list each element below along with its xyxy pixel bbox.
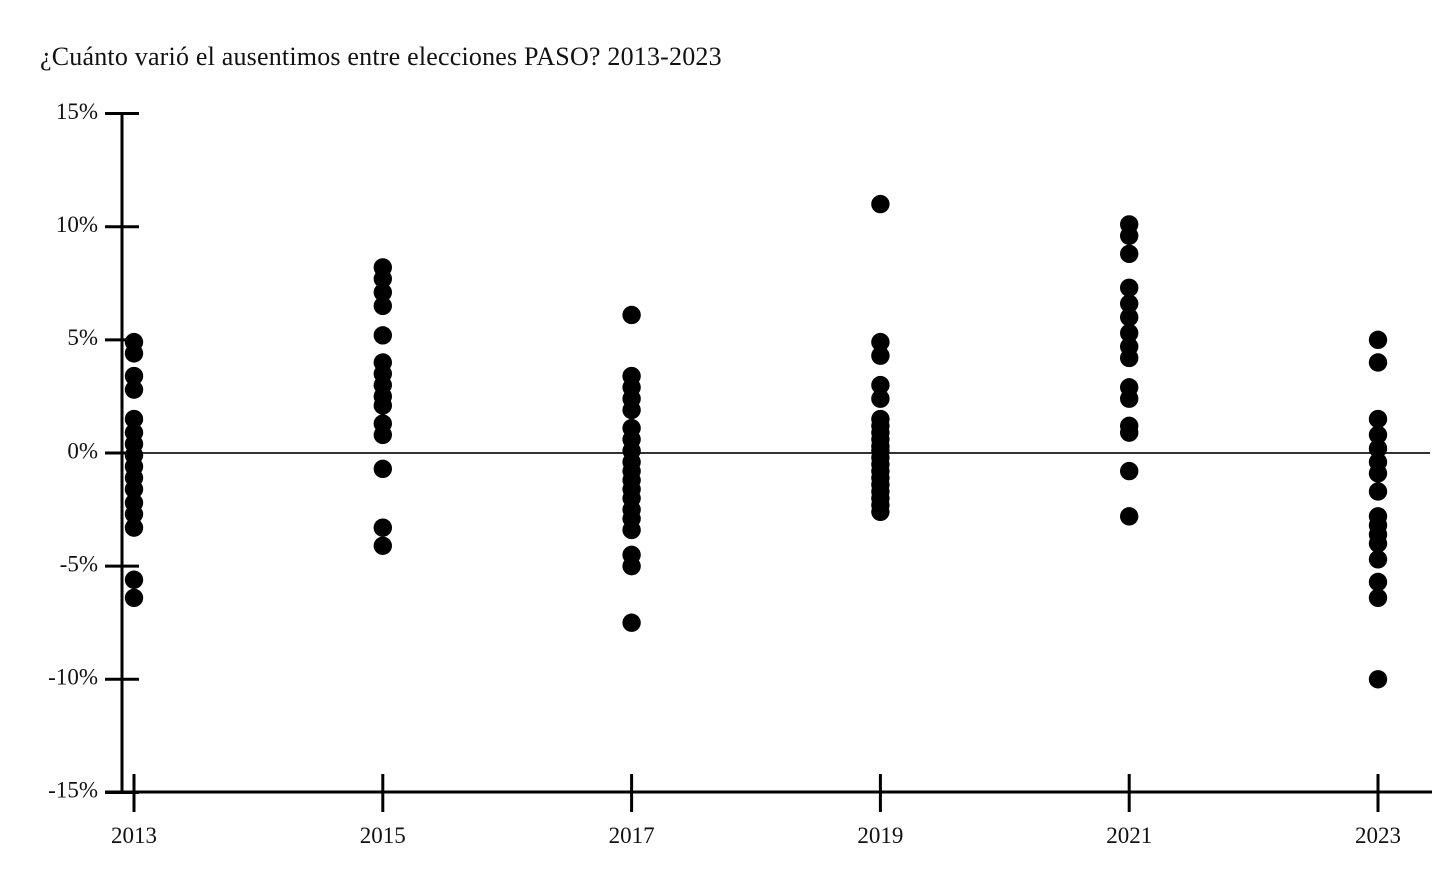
- y-axis-tick-label: 5%: [67, 325, 98, 350]
- data-point: [373, 283, 392, 302]
- data-point: [1120, 507, 1139, 526]
- data-point: [871, 346, 890, 365]
- data-point: [373, 396, 392, 415]
- y-axis-tick-label: 15%: [56, 99, 98, 124]
- data-point: [124, 344, 144, 363]
- data-point: [1368, 588, 1388, 608]
- x-axis-tick-label: 2023: [1355, 823, 1401, 848]
- data-point: [622, 520, 641, 540]
- data-point: [1120, 294, 1139, 313]
- data-point: [373, 296, 392, 316]
- data-point: [871, 194, 890, 214]
- y-axis-tick-label: -15%: [48, 778, 98, 803]
- data-point: [622, 400, 641, 420]
- x-axis-tick-label: 2021: [1106, 823, 1152, 848]
- data-point: [622, 613, 641, 632]
- x-axis-tick-label: 2019: [857, 823, 903, 848]
- data-point: [1120, 423, 1139, 442]
- y-axis-tick-label: 10%: [56, 212, 98, 237]
- y-axis-tick-label: -5%: [60, 551, 98, 576]
- data-point: [124, 570, 144, 589]
- data-point: [373, 425, 392, 445]
- data-point: [1120, 461, 1139, 481]
- data-point: [871, 502, 890, 522]
- data-point: [1368, 550, 1388, 569]
- chart-title: ¿Cuánto varió el ausentimos entre elecci…: [40, 42, 722, 71]
- data-point: [373, 518, 392, 537]
- data-point: [124, 480, 144, 499]
- data-point: [871, 389, 890, 408]
- data-point: [373, 326, 392, 345]
- x-axis-tick-label: 2017: [609, 823, 655, 848]
- data-point: [1120, 348, 1139, 368]
- data-point: [622, 305, 641, 325]
- x-axis-tick-label: 2013: [111, 823, 157, 848]
- data-point: [373, 536, 392, 555]
- data-point: [124, 518, 144, 537]
- data-point: [1120, 308, 1139, 327]
- data-point: [1368, 330, 1388, 350]
- x-axis-tick-label: 2015: [360, 823, 406, 848]
- y-axis-tick-label: 0%: [67, 438, 98, 463]
- data-point: [124, 588, 144, 608]
- data-point: [1120, 244, 1139, 264]
- data-point: [124, 409, 144, 429]
- data-point: [1120, 323, 1139, 343]
- data-point: [871, 375, 890, 395]
- data-point: [1120, 226, 1139, 245]
- data-point: [1368, 572, 1388, 592]
- y-axis-tick-label: -10%: [48, 665, 98, 690]
- data-point: [1368, 353, 1388, 372]
- data-point: [871, 332, 890, 352]
- data-point: [373, 459, 392, 479]
- data-point: [1368, 534, 1388, 553]
- data-point: [1120, 278, 1139, 298]
- data-point: [1368, 670, 1388, 689]
- data-point: [1368, 409, 1388, 429]
- data-point: [373, 269, 392, 288]
- data-point: [1120, 389, 1139, 408]
- data-point: [124, 504, 144, 524]
- data-point: [622, 556, 641, 576]
- data-point: [1368, 425, 1388, 445]
- data-point: [1368, 482, 1388, 501]
- data-point: [1368, 464, 1388, 483]
- data-point: [1368, 439, 1388, 458]
- data-point: [124, 380, 144, 399]
- data-point: [124, 366, 144, 386]
